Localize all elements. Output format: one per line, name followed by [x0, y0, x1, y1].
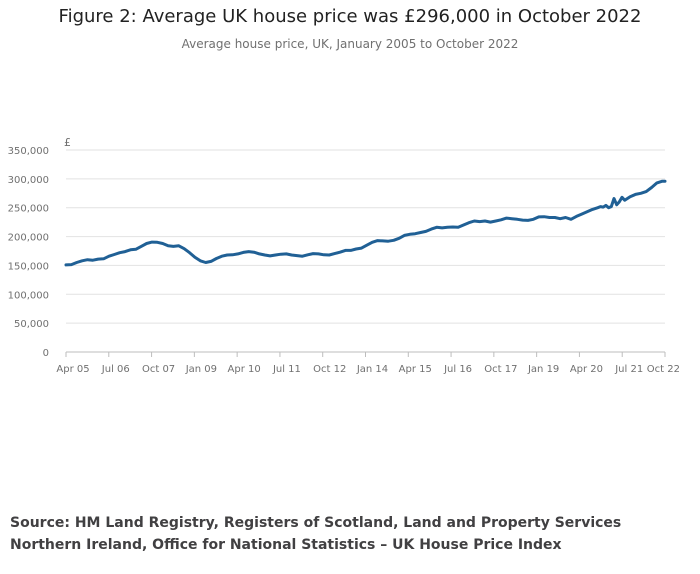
- x-tick-label: Jan 19: [527, 364, 559, 375]
- x-tick-label: Jul 06: [101, 364, 130, 375]
- x-tick-label: Oct 12: [313, 364, 346, 375]
- y-tick-label: 150,000: [8, 261, 49, 272]
- x-tick-label: Oct 07: [142, 364, 175, 375]
- chart-title: Figure 2: Average UK house price was £29…: [58, 6, 642, 27]
- y-tick-label: 250,000: [8, 204, 49, 215]
- y-tick-label: 200,000: [8, 233, 49, 244]
- x-tick-label: Jan 14: [356, 364, 388, 375]
- x-tick-label: Jan 09: [185, 364, 217, 375]
- x-tick-label: Apr 15: [399, 364, 432, 375]
- x-tick-label: Apr 10: [228, 364, 261, 375]
- y-tick-label: 350,000: [8, 146, 49, 157]
- y-tick-label: 300,000: [8, 175, 49, 186]
- house-price-chart: 0 50,000 100,000 150,000 200,000 250,000 300,0…: [8, 136, 680, 375]
- y-tick-label: 100,000: [8, 290, 49, 301]
- x-tick-label: Jul 16: [443, 364, 472, 375]
- series-line: [64, 179, 667, 267]
- chart-subtitle: Average house price, UK, January 2005 to…: [181, 37, 519, 51]
- source-note: Source: HM Land Registry, Registers of S…: [10, 515, 622, 553]
- x-tick-label: Jul 11: [272, 364, 301, 375]
- x-tick-label: Apr 20: [570, 364, 603, 375]
- y-tick-label: 0: [43, 348, 49, 359]
- x-tick-label: Jul 21: [614, 364, 643, 375]
- y-axis-label: £: [64, 136, 71, 149]
- x-tick-label: Apr 05: [56, 364, 89, 375]
- y-tick-label: 50,000: [14, 319, 49, 330]
- x-tick-label: Oct 22: [647, 364, 680, 375]
- x-tick-label: Oct 17: [484, 364, 517, 375]
